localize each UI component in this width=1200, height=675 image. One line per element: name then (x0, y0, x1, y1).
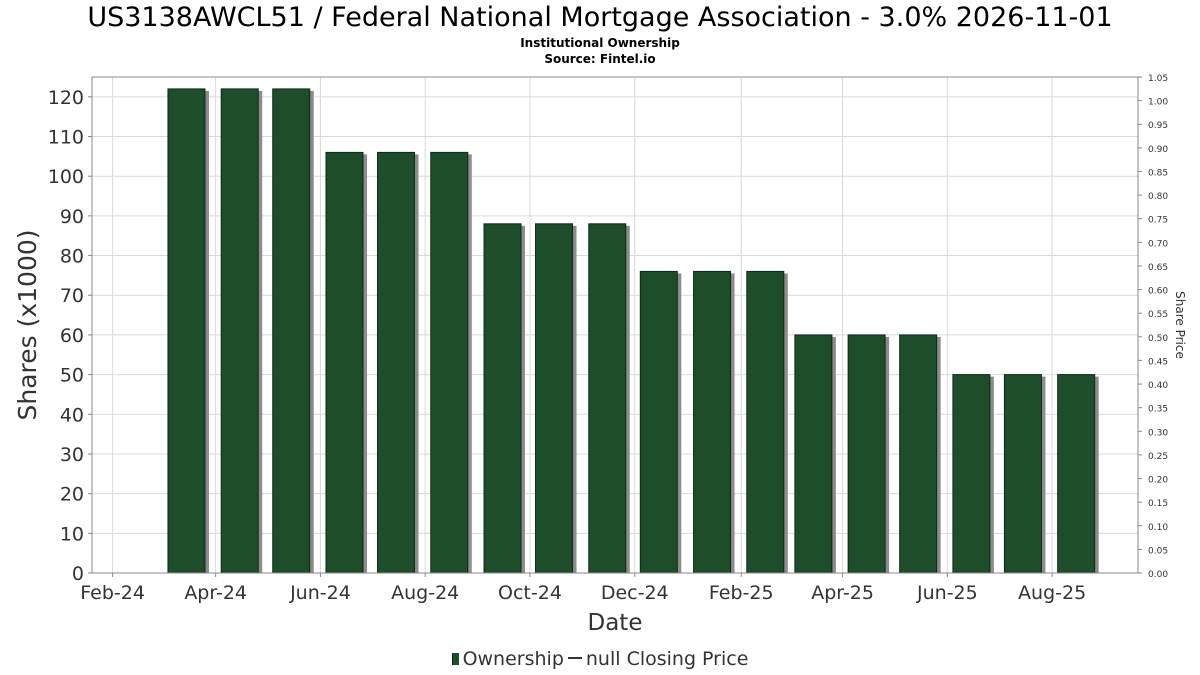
y-tick-label: 120 (48, 87, 84, 109)
y-tick-label: 80 (60, 246, 84, 268)
y-tick-label: 90 (60, 206, 84, 228)
bar (535, 223, 574, 574)
bar (483, 223, 522, 574)
x-tick-label: Dec-24 (601, 582, 669, 604)
bar (430, 151, 469, 574)
bar (952, 374, 991, 574)
chart-title: US3138AWCL51 / Federal National Mortgage… (87, 2, 1113, 33)
x-tick-label: Jun-24 (289, 582, 351, 604)
x-tick-label: Feb-24 (80, 582, 145, 604)
bar (588, 223, 627, 574)
bar (1057, 374, 1096, 574)
y-tick-label: 20 (60, 484, 84, 506)
y-tick-label: 0 (72, 563, 84, 585)
bar (325, 151, 364, 574)
bar (746, 270, 785, 574)
ownership-legend-swatch (451, 653, 459, 665)
chart-source: Source: Fintel.io (544, 52, 656, 66)
y2-tick-label: 0.15 (1148, 499, 1168, 509)
price-legend-label: null Closing Price (585, 648, 749, 670)
plot-border (91, 76, 1139, 574)
x-tick-label: Apr-24 (184, 582, 247, 604)
y-tick-label: 40 (60, 404, 84, 426)
price-legend-line (567, 657, 582, 659)
y-tick-label: 50 (60, 365, 84, 387)
y2-tick-label: 0.85 (1148, 168, 1168, 178)
y-tick-label: 100 (48, 166, 84, 188)
bar (220, 88, 259, 574)
y-tick-label: 30 (60, 444, 84, 466)
y-tick-label: 10 (60, 523, 84, 545)
bar (693, 270, 732, 574)
bar (377, 151, 416, 574)
y2-tick-label: 0.80 (1148, 192, 1168, 202)
y2-tick-label: 0.65 (1148, 263, 1168, 273)
bar (272, 88, 311, 574)
y2-tick-label: 0.20 (1148, 476, 1168, 486)
y2-tick-label: 0.50 (1148, 334, 1168, 344)
y2-tick-label: 0.95 (1148, 121, 1168, 131)
bar (794, 334, 833, 574)
y2-tick-label: 0.35 (1148, 405, 1168, 415)
y-tick-label: 60 (60, 325, 84, 347)
y-axis-label: Shares (x1000) (13, 229, 42, 420)
y2-tick-label: 0.75 (1148, 216, 1168, 226)
x-tick-label: Aug-25 (1018, 582, 1086, 604)
x-tick-label: Feb-25 (709, 582, 774, 604)
x-tick-label: Aug-24 (391, 582, 459, 604)
ownership-legend-label: Ownership (462, 648, 564, 670)
y2-tick-label: 1.00 (1148, 98, 1168, 108)
y2-tick-label: 0.25 (1148, 452, 1168, 462)
ownership-chart: 0 10 20 30 40 50 60 70 80 90 100 110 120 Feb-24 Apr-24… (13, 74, 1187, 636)
y2-axis-label: Share Price (1173, 291, 1187, 359)
y2-tick-label: 0.60 (1148, 287, 1168, 297)
y2-tick-label: 1.05 (1148, 74, 1168, 84)
y-tick-label: 70 (60, 285, 84, 307)
y2-tick-label: 0.40 (1148, 381, 1168, 391)
bar (639, 270, 678, 574)
x-tick-label: Oct-24 (498, 582, 562, 604)
y2-tick-label: 0.00 (1148, 570, 1168, 580)
x-axis-label: Date (588, 610, 643, 636)
y2-tick-label: 0.90 (1148, 145, 1168, 155)
bar (1003, 374, 1042, 574)
y2-tick-label: 0.05 (1148, 546, 1168, 556)
x-tick-label: Jun-25 (916, 582, 978, 604)
y-tick-label: 110 (48, 127, 84, 149)
bar (167, 88, 206, 574)
y2-tick-label: 0.70 (1148, 239, 1168, 249)
y2-tick-label: 0.55 (1148, 310, 1168, 320)
chart-legend: Ownership null Closing Price (0, 647, 1200, 671)
y2-tick-label: 0.30 (1148, 428, 1168, 438)
y2-tick-label: 0.10 (1148, 523, 1168, 533)
bar (899, 334, 938, 574)
bar (847, 334, 886, 574)
x-tick-label: Apr-25 (811, 582, 874, 604)
y2-tick-label: 0.45 (1148, 357, 1168, 367)
chart-subtitle: Institutional Ownership (520, 36, 680, 50)
